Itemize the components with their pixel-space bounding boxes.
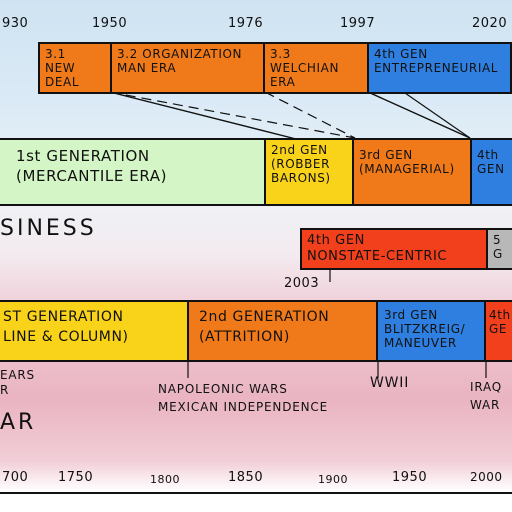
year-label: 1950 [392,470,428,485]
war-caption-wwii: WWII [370,375,410,391]
year-label: 1750 [58,470,94,485]
business-gen-1: 1st GENERATION (MERCANTILE ERA) [0,138,266,206]
business-gen-4: 4th GEN [470,138,512,206]
business-label: SINESS [0,216,97,241]
year-label: 1976 [228,16,264,31]
business-segment-new-deal: 3.1 NEW DEAL [38,42,112,94]
year-label: 1850 [228,470,264,485]
business-gen-2: 2nd GEN (ROBBER BARONS) [264,138,354,206]
year-label: 1900 [318,473,348,486]
war-gen-4: 4th GE [484,300,512,362]
war-gen-2: 2nd GENERATION (ATTRITION) [187,300,378,362]
war-gen-1: ST GENERATION LINE & COLUMN) [0,300,189,362]
business-gen-3: 3rd GEN (MANAGERIAL) [352,138,472,206]
year-label: 2020 [472,16,508,31]
business-segment-entrepreneurial: 4th GEN ENTREPRENEURIAL [367,42,512,94]
business-segment-welchian: 3.3 WELCHIAN ERA [263,42,369,94]
war-caption-early: EARS R [0,368,35,397]
year-label: 1800 [150,473,180,486]
year-label: 2000 [470,470,503,484]
war-label: AR [0,410,37,435]
year-label-2003: 2003 [284,276,320,291]
war-caption-napoleonic: NAPOLEONIC WARS MEXICAN INDEPENDENCE [158,382,328,414]
war-gen-5: 5 G [486,228,512,270]
year-label: 1997 [340,16,376,31]
business-segment-organization-man: 3.2 ORGANIZATION MAN ERA [110,42,265,94]
year-label: 700 [2,470,29,485]
year-label: 930 [2,16,29,31]
war-caption-iraq: IRAQ WAR [470,380,503,412]
war-gen-4-nonstate: 4th GEN NONSTATE-CENTRIC [300,228,488,270]
war-gen-3: 3rd GEN BLITZKREIG/ MANEUVER [376,300,486,362]
year-label: 1950 [92,16,128,31]
